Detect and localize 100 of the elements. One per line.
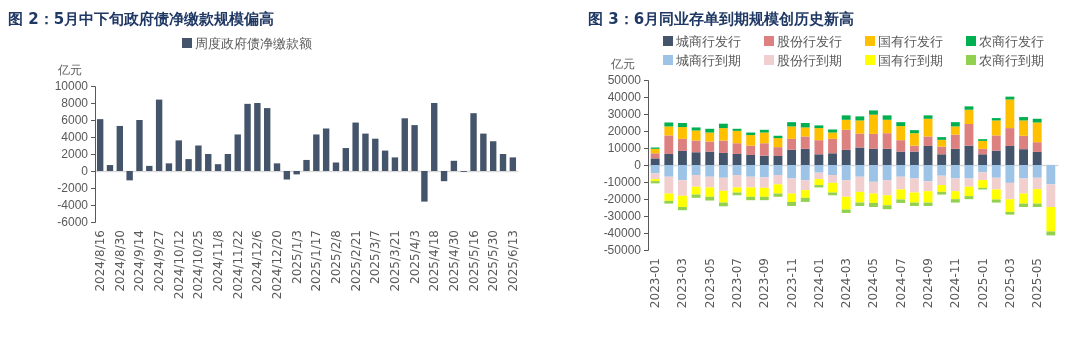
bar bbox=[869, 193, 878, 203]
bar bbox=[691, 152, 701, 165]
y-tick-label: 40000 bbox=[607, 90, 642, 105]
bar bbox=[185, 159, 192, 171]
bar bbox=[814, 165, 824, 173]
bar bbox=[855, 120, 865, 134]
bar bbox=[718, 165, 728, 178]
bar bbox=[718, 190, 728, 203]
x-tick-label: 2025-05 bbox=[1030, 258, 1045, 309]
bar bbox=[991, 135, 1001, 151]
bar bbox=[1032, 177, 1042, 190]
bar bbox=[923, 191, 933, 203]
bar bbox=[146, 165, 153, 171]
bar bbox=[1019, 178, 1028, 194]
bar bbox=[937, 137, 947, 140]
bar bbox=[841, 196, 851, 210]
bar bbox=[909, 192, 919, 203]
bar bbox=[691, 194, 701, 198]
bar bbox=[773, 184, 783, 194]
bar bbox=[869, 114, 878, 134]
bar bbox=[950, 122, 960, 127]
bar bbox=[273, 163, 281, 171]
bar bbox=[759, 129, 769, 133]
bar bbox=[978, 180, 988, 188]
bar bbox=[732, 165, 742, 176]
bar bbox=[978, 165, 988, 173]
y-tick-label: 20000 bbox=[607, 124, 642, 139]
bar bbox=[664, 193, 674, 201]
bar bbox=[950, 126, 960, 135]
y-tick-label: 6000 bbox=[61, 113, 89, 128]
bar bbox=[1019, 120, 1028, 136]
x-tick-label: 2024-07 bbox=[893, 258, 908, 309]
x-tick-label: 2023-07 bbox=[730, 258, 745, 309]
bar bbox=[732, 143, 742, 154]
bar bbox=[882, 133, 892, 149]
bar bbox=[1005, 182, 1015, 200]
bar bbox=[746, 187, 756, 197]
bar bbox=[254, 103, 261, 171]
x-tick-label: 2024/12/6 bbox=[250, 230, 265, 292]
bar bbox=[950, 148, 960, 165]
y-tick-label: 8000 bbox=[61, 96, 89, 111]
bar bbox=[787, 149, 797, 165]
legend-label: 城商行到期 bbox=[675, 53, 741, 68]
x-tick-label: 2024-03 bbox=[839, 258, 854, 309]
bar bbox=[691, 127, 701, 131]
bar bbox=[978, 154, 988, 165]
bar bbox=[691, 175, 701, 187]
bar bbox=[828, 165, 837, 176]
y-tick-label: 0 bbox=[81, 164, 89, 179]
bar bbox=[855, 176, 865, 192]
y-tick-label: -4000 bbox=[57, 198, 89, 213]
bar bbox=[882, 165, 892, 181]
x-tick-label: 2023-03 bbox=[675, 258, 690, 309]
bar bbox=[1046, 165, 1056, 185]
bar bbox=[828, 175, 837, 183]
y-tick-label: 30000 bbox=[607, 107, 642, 122]
bar bbox=[787, 193, 797, 202]
chart-title: 图 3：6月同业存单到期规模创历史新高 bbox=[588, 10, 855, 28]
legend-label: 国有行到期 bbox=[878, 53, 943, 68]
bar bbox=[155, 99, 163, 171]
x-tick-label: 2025/3/7 bbox=[368, 230, 383, 284]
bar bbox=[855, 191, 865, 203]
bar bbox=[106, 165, 114, 171]
bar bbox=[116, 125, 123, 171]
bar bbox=[650, 173, 660, 180]
bar bbox=[882, 205, 892, 210]
bar bbox=[869, 110, 878, 115]
bar bbox=[411, 125, 418, 171]
x-tick-label: 2025/4/18 bbox=[427, 230, 442, 292]
legend-label: 农商行到期 bbox=[979, 53, 1044, 68]
bar bbox=[1005, 145, 1015, 165]
bar bbox=[175, 140, 182, 171]
x-tick-label: 2024-05 bbox=[866, 258, 881, 309]
bar bbox=[882, 119, 892, 134]
bar bbox=[964, 106, 974, 110]
legend-label: 国有行发行 bbox=[878, 34, 943, 49]
bar bbox=[828, 129, 837, 133]
bar bbox=[705, 187, 715, 197]
x-tick-label: 2024/9/14 bbox=[132, 230, 147, 292]
bar bbox=[509, 157, 517, 171]
bar bbox=[896, 199, 906, 203]
x-tick-label: 2024-01 bbox=[811, 258, 826, 309]
bar bbox=[1032, 165, 1042, 178]
bar bbox=[828, 153, 837, 165]
y-tick-label: -20000 bbox=[603, 192, 642, 207]
x-tick-label: 2024/10/25 bbox=[191, 230, 206, 300]
bar bbox=[264, 108, 271, 171]
x-tick-label: 2023-11 bbox=[784, 258, 799, 309]
bar bbox=[352, 122, 359, 171]
bar bbox=[869, 181, 878, 194]
bar bbox=[964, 124, 974, 146]
bar bbox=[800, 165, 810, 181]
bar bbox=[214, 164, 222, 171]
bar bbox=[814, 172, 824, 180]
bar bbox=[773, 147, 783, 156]
x-tick-label: 2024-11 bbox=[948, 258, 963, 309]
bar bbox=[362, 133, 369, 171]
bar bbox=[882, 148, 892, 165]
bar bbox=[787, 138, 797, 150]
bar bbox=[691, 140, 701, 153]
